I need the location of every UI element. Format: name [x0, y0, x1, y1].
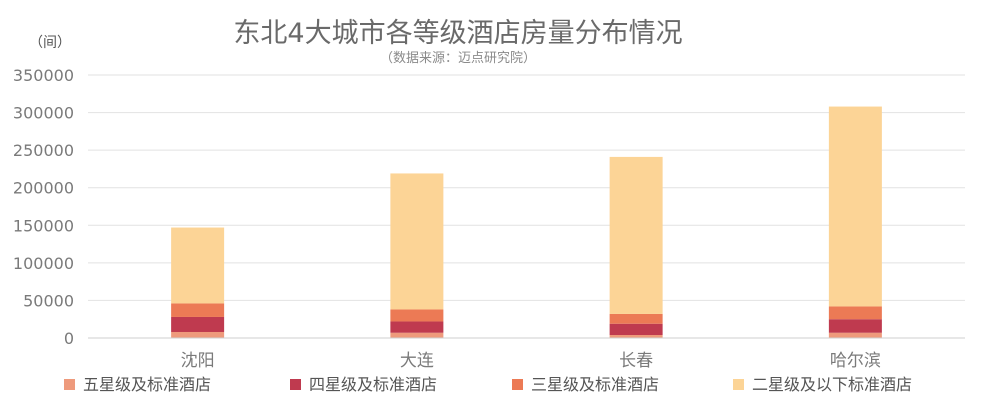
legend-label: 二星级及以下标准酒店 — [752, 375, 912, 394]
legend-swatch — [733, 379, 744, 390]
gridlines — [88, 74, 965, 301]
x-category-label: 哈尔滨 — [830, 351, 881, 371]
y-tick-label: 0 — [64, 329, 74, 348]
bar-segment — [828, 332, 882, 338]
bar-segment — [171, 303, 225, 317]
x-axis-categories: 沈阳 大连 长春 哈尔滨 — [181, 351, 881, 371]
bar-segment — [171, 316, 225, 332]
bar-segment — [828, 319, 882, 333]
y-axis-ticks: 0 50000 100000 150000 200000 250000 300000 3500… — [13, 66, 74, 348]
y-tick-label: 350000 — [13, 66, 74, 85]
legend: 五星级及标准酒店 四星级及标准酒店 三星级及标准酒店 二星级及以下标准酒店 — [64, 375, 912, 394]
legend-label: 三星级及标准酒店 — [531, 375, 659, 394]
bar-segment — [171, 227, 225, 304]
bar-segment — [390, 309, 444, 322]
bar-segment — [609, 313, 663, 324]
bar-segment — [390, 321, 444, 333]
x-category-label: 长春 — [619, 351, 653, 371]
bar-segment — [390, 173, 444, 310]
chart-subtitle: （数据来源：迈点研究院） — [380, 51, 536, 66]
bar-segment — [171, 331, 225, 338]
chart-title: 东北4大城市各等级酒店房量分布情况 — [233, 18, 682, 49]
y-tick-label: 50000 — [23, 291, 74, 310]
y-tick-label: 300000 — [13, 104, 74, 123]
y-tick-label: 250000 — [13, 141, 74, 160]
y-tick-label: 200000 — [13, 179, 74, 198]
legend-swatch — [512, 379, 523, 390]
bar-segment — [609, 323, 663, 335]
x-category-label: 大连 — [400, 351, 434, 371]
y-axis-unit: （间） — [29, 35, 71, 51]
legend-swatch — [64, 379, 75, 390]
legend-swatch — [290, 379, 301, 390]
bar-segment — [609, 334, 663, 338]
bars — [171, 106, 882, 338]
x-category-label: 沈阳 — [181, 351, 215, 371]
legend-label: 四星级及标准酒店 — [309, 375, 437, 394]
legend-label: 五星级及标准酒店 — [83, 375, 211, 394]
y-tick-label: 150000 — [13, 216, 74, 235]
bar-segment — [390, 332, 444, 338]
bar-segment — [828, 106, 882, 307]
y-tick-label: 100000 — [13, 254, 74, 273]
bar-segment — [828, 306, 882, 320]
bar-segment — [609, 156, 663, 314]
